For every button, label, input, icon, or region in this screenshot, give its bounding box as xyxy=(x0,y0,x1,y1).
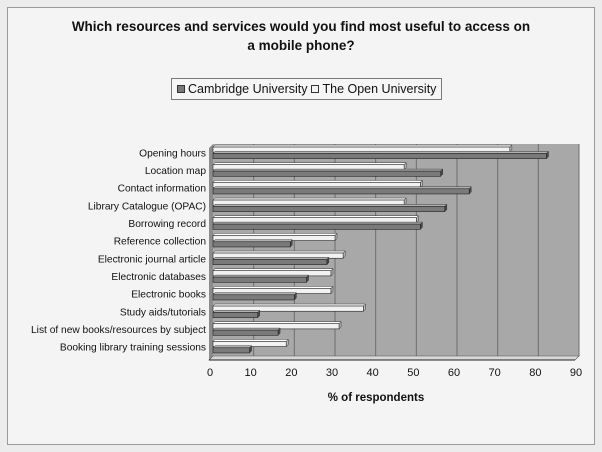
category-label-4: Borrowing record xyxy=(128,219,206,230)
bar-cambridge-8 xyxy=(212,294,295,301)
x-tick-label-60: 60 xyxy=(448,367,460,379)
legend-label-open-university: The Open University xyxy=(322,82,437,96)
plot-area xyxy=(213,144,579,356)
chart-title-line-1: Which resources and services would you f… xyxy=(71,19,531,34)
category-label-2: Contact information xyxy=(118,184,206,195)
bar-cambridge-5 xyxy=(212,241,291,248)
bar-open-university-9 xyxy=(212,305,364,312)
bar-top-cambridge-0 xyxy=(212,151,550,154)
bar-cambridge-0 xyxy=(212,153,547,159)
bar-top-open-university-4 xyxy=(212,215,419,218)
chart-legend: Cambridge University The Open University xyxy=(171,78,443,100)
bar-top-cambridge-1 xyxy=(212,168,444,172)
category-label-6: Electronic journal article xyxy=(98,254,206,265)
bar-cambridge-2 xyxy=(212,188,470,195)
bar-top-open-university-3 xyxy=(212,197,407,201)
bar-top-cambridge-5 xyxy=(212,239,293,243)
plot-depth-wall xyxy=(209,144,213,360)
bar-cambridge-11 xyxy=(212,347,250,354)
category-label-3: Library Catalogue (OPAC) xyxy=(88,201,206,212)
category-label-10: List of new books/resources by subject xyxy=(31,325,206,336)
category-label-0: Opening hours xyxy=(139,148,206,159)
x-axis-title: % of respondents xyxy=(328,392,424,404)
x-tick-label-40: 40 xyxy=(367,367,379,379)
category-label-5: Reference collection xyxy=(114,237,206,248)
bar-cambridge-9 xyxy=(212,312,259,318)
legend-entry-cambridge: Cambridge University xyxy=(177,79,307,99)
category-label-7: Electronic databases xyxy=(111,272,206,283)
plot-floor xyxy=(208,355,580,361)
bar-top-open-university-5 xyxy=(212,233,338,236)
category-label-11: Booking library training sessions xyxy=(60,343,206,354)
legend-swatch-cambridge xyxy=(177,85,185,93)
bar-top-open-university-1 xyxy=(212,162,407,165)
bar-top-open-university-6 xyxy=(212,250,346,254)
legend-swatch-open-university xyxy=(311,85,320,93)
category-label-8: Electronic books xyxy=(131,290,206,301)
bar-top-open-university-0 xyxy=(212,144,513,148)
bar-top-cambridge-4 xyxy=(212,221,424,225)
x-tick-label-20: 20 xyxy=(285,367,297,379)
bar-cambridge-10 xyxy=(212,329,279,336)
category-label-1: Location map xyxy=(145,166,206,177)
bar-cambridge-7 xyxy=(212,276,307,283)
x-tick-label-30: 30 xyxy=(326,367,338,379)
x-tick-label-90: 90 xyxy=(570,367,582,379)
x-tick-label-80: 80 xyxy=(529,367,541,379)
bar-top-cambridge-2 xyxy=(212,186,472,190)
bar-top-open-university-2 xyxy=(212,180,424,183)
bar-cambridge-6 xyxy=(212,259,328,265)
x-tick-label-70: 70 xyxy=(489,367,501,379)
category-label-9: Study aids/tutorials xyxy=(120,307,206,318)
bar-cambridge-4 xyxy=(212,223,421,230)
x-tick-label-0: 0 xyxy=(207,367,213,379)
chart-title: Which resources and services would you f… xyxy=(0,17,602,55)
chart-title-line-2: a mobile phone? xyxy=(247,38,355,53)
bar-top-cambridge-3 xyxy=(212,204,448,207)
legend-entry-open-university: The Open University xyxy=(311,79,436,99)
x-tick-label-10: 10 xyxy=(245,367,257,379)
bar-cambridge-3 xyxy=(212,206,446,212)
legend-label-cambridge: Cambridge University xyxy=(188,82,308,96)
x-tick-label-50: 50 xyxy=(407,367,419,379)
bar-cambridge-1 xyxy=(212,170,442,177)
